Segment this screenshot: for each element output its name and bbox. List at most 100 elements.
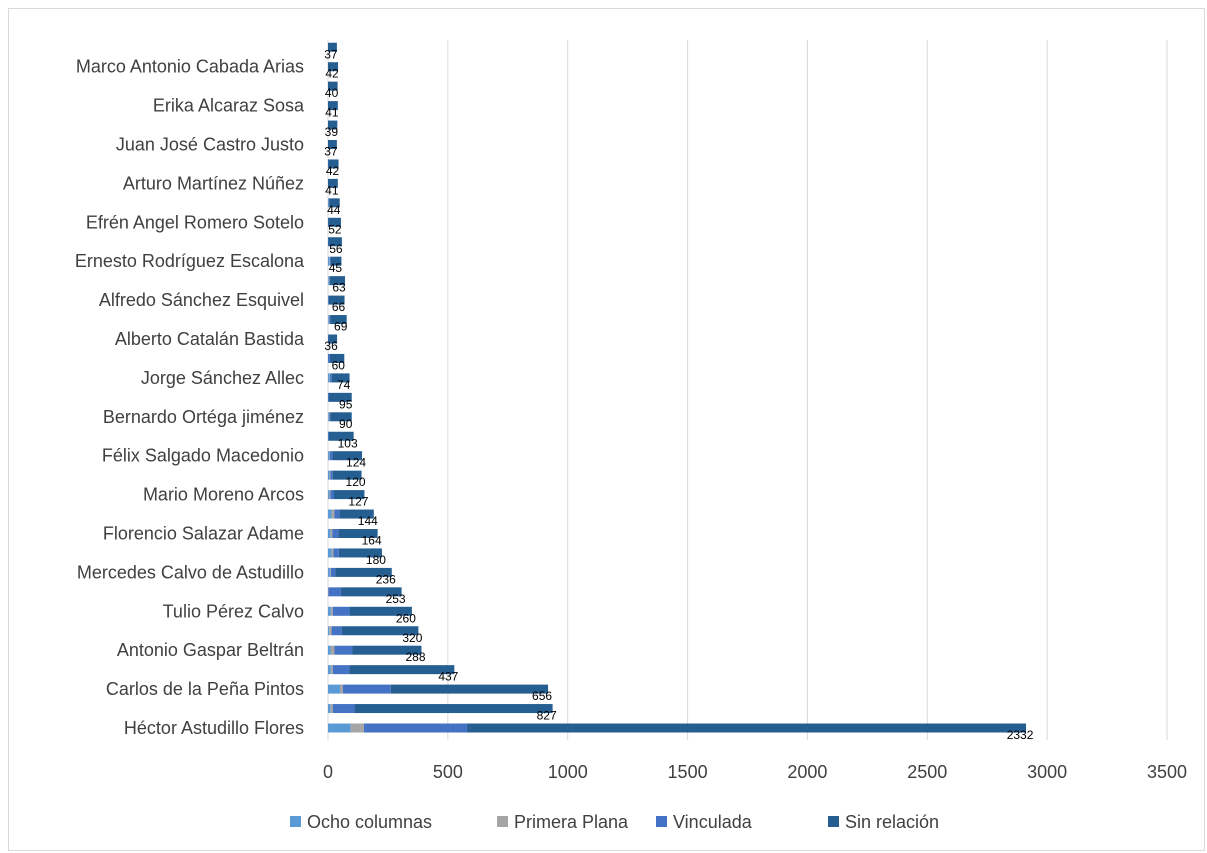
bar-segment-vinculada [329,451,333,461]
data-label: 827 [537,709,557,723]
bar-segment-sin-relación [332,470,362,480]
data-label: 253 [386,592,406,606]
bar-segment-primera-plana [331,548,334,558]
category-labels: Héctor Astudillo Flores Carlos de la Peña… [75,57,305,738]
bar-segment-vinculada [328,587,341,597]
bar-segment-vinculada [328,198,330,208]
legend-label: Vinculada [673,812,753,832]
bar-segment-ocho-columnas [328,315,329,325]
bar-segment-sin-relación [328,101,338,111]
bar-segment-sin-relación [390,684,549,694]
category-label: Mercedes Calvo de Astudillo [77,562,304,582]
data-label: 656 [532,689,552,703]
bar-segment-sin-relación [328,295,345,305]
bar-segment-vinculada [332,529,339,538]
category-label: Efrén Angel Romero Sotelo [86,212,304,232]
bar-segment-sin-relación [328,120,338,130]
bar-segment-vinculada [329,315,331,325]
x-tick-label: 0 [323,762,333,782]
bar-segment-ocho-columnas [328,704,331,714]
data-label: 164 [362,534,382,548]
bar-segment-vinculada [329,276,330,286]
bar-segment-vinculada [334,509,340,519]
bar-segment-ocho-columnas [328,645,331,655]
bar-segment-sin-relación [339,509,374,519]
data-label: 45 [329,261,343,275]
data-label: 40 [325,86,339,100]
x-tick-label: 1500 [668,762,708,782]
bar-segment-primera-plana [329,490,331,500]
data-label: 42 [325,67,339,81]
data-label: 2332 [1007,728,1034,742]
bar-segment-vinculada [332,606,350,616]
bar-segment-vinculada [328,353,330,363]
bar-segment-primera-plana [328,276,330,286]
bar-segment-sin-relación [330,256,342,266]
bar-segment-ocho-columnas [328,276,329,286]
bar-segment-vinculada [331,626,342,636]
bar-segment-sin-relación [338,548,382,558]
bar-segment-vinculada [328,334,329,344]
data-label: 41 [325,106,339,120]
bars [328,42,1027,733]
bar-segment-vinculada [328,431,329,441]
data-label: 437 [438,670,458,684]
bar-segment-sin-relación [328,334,338,344]
bar-segment-primera-plana [330,665,333,675]
bar-segment-primera-plana [330,606,333,616]
bar-segment-primera-plana [329,256,330,266]
category-label: Mario Moreno Arcos [143,485,304,505]
bar-segment-ocho-columnas [328,548,332,558]
legend-swatch [497,816,508,827]
bar-segment-sin-relación [354,704,553,714]
bar-segment-sin-relación [328,431,354,441]
chart-frame [8,8,1205,851]
bar-segment-primera-plana [331,509,335,519]
bar-segment-sin-relación [329,276,346,286]
bar-segment-sin-relación [328,217,341,227]
x-tick-label: 2000 [787,762,827,782]
x-tick-label: 3000 [1027,762,1067,782]
bar-segment-ocho-columnas [328,665,331,675]
data-label: 39 [325,125,339,139]
bar-segment-vinculada [332,665,350,675]
bar-segment-vinculada [332,704,355,714]
bar-segment-vinculada [363,723,468,733]
bar-segment-primera-plana [329,451,330,461]
bar-segment-vinculada [329,256,331,266]
bar-segment-ocho-columnas [328,529,331,538]
data-label: 42 [326,164,340,178]
legend-label: Ocho columnas [307,812,432,832]
bar-segment-ocho-columnas [328,626,330,636]
category-label: Antonio Gaspar Beltrán [117,640,304,660]
bar-segment-sin-relación [328,140,337,149]
bar-segment-primera-plana [330,529,333,538]
category-label: Héctor Astudillo Flores [124,718,304,738]
legend-label: Primera Plana [514,812,629,832]
bar-segment-sin-relación [330,412,352,422]
bar-segment-ocho-columnas [328,684,340,694]
x-tick-label: 3500 [1147,762,1187,782]
bar-segment-sin-relación [349,606,412,616]
bar-segment-primera-plana [329,626,332,636]
bar-segment-sin-relación [332,451,363,461]
data-label: 260 [396,611,416,625]
bar-segment-sin-relación [341,626,419,636]
x-tick-label: 1000 [548,762,588,782]
data-label: 52 [328,222,342,236]
bar-segment-vinculada [334,645,353,655]
data-label: 120 [346,475,366,489]
bar-segment-vinculada [329,412,331,422]
data-label: 103 [338,436,358,450]
bar-segment-sin-relación [328,159,339,169]
category-label: Ernesto Rodríguez Escalona [75,251,305,271]
bar-segment-sin-relación [340,587,402,597]
category-label: Florencio Salazar Adame [103,524,304,544]
category-label: Alfredo Sánchez Esquivel [99,290,304,310]
bar-segment-ocho-columnas [328,509,332,519]
category-label: Alberto Catalán Bastida [115,329,305,349]
category-label: Erika Alcaraz Sosa [153,96,305,116]
bar-segment-ocho-columnas [328,470,330,480]
bar-segment-ocho-columnas [328,412,329,422]
